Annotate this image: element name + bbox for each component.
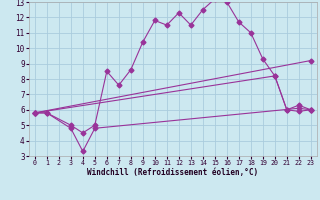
X-axis label: Windchill (Refroidissement éolien,°C): Windchill (Refroidissement éolien,°C) xyxy=(87,168,258,177)
